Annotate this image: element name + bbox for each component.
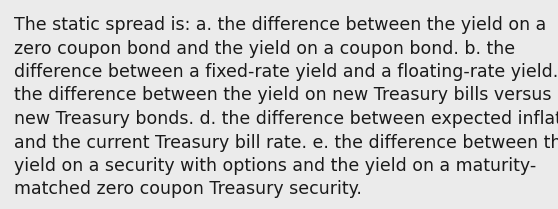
- Text: yield on a security with options and the yield on a maturity-: yield on a security with options and the…: [14, 157, 536, 175]
- Text: and the current Treasury bill rate. e. the difference between the: and the current Treasury bill rate. e. t…: [14, 134, 558, 152]
- Text: The static spread is: a. the difference between the yield on a: The static spread is: a. the difference …: [14, 16, 546, 34]
- Text: matched zero coupon Treasury security.: matched zero coupon Treasury security.: [14, 181, 362, 199]
- Text: zero coupon bond and the yield on a coupon bond. b. the: zero coupon bond and the yield on a coup…: [14, 40, 515, 57]
- Text: new Treasury bonds. d. the difference between expected inflation: new Treasury bonds. d. the difference be…: [14, 110, 558, 128]
- Text: difference between a fixed-rate yield and a floating-rate yield. c.: difference between a fixed-rate yield an…: [14, 63, 558, 81]
- Text: the difference between the yield on new Treasury bills versus: the difference between the yield on new …: [14, 87, 551, 104]
